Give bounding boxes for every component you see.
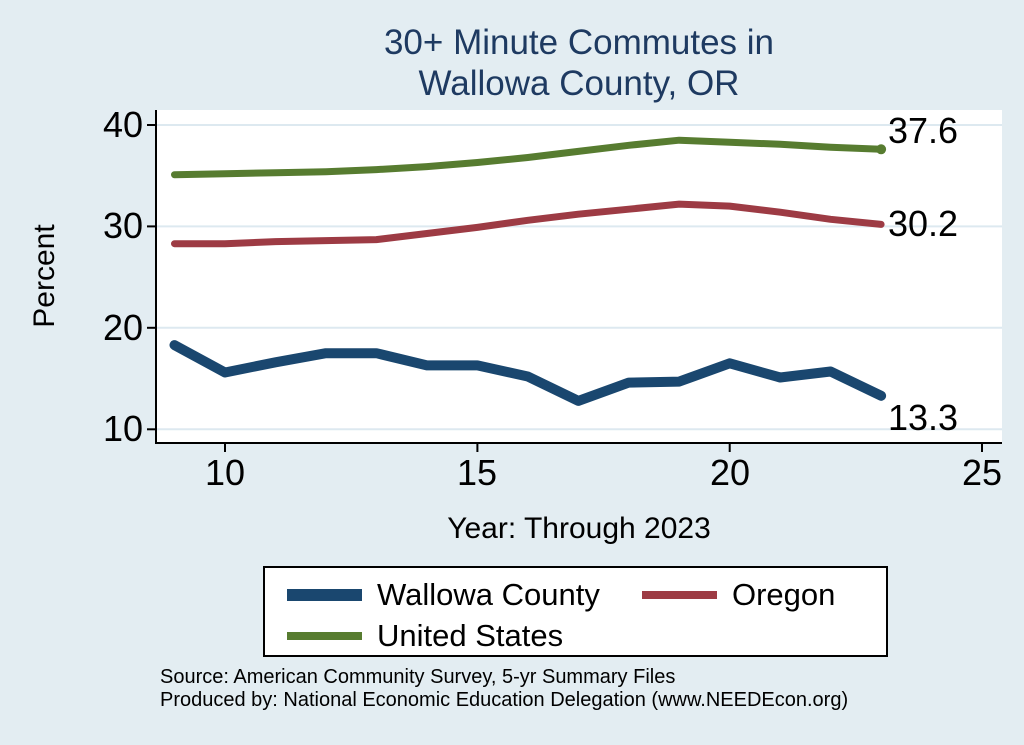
chart-title: 30+ Minute Commutes in Wallowa County, O…: [156, 22, 1002, 104]
legend-entry-oregon: Oregon: [642, 576, 835, 614]
united-states-line: [171, 136, 885, 179]
y-tick-label-40: 40: [102, 104, 143, 145]
x-tick-label-15: 15: [456, 452, 498, 493]
wallowa-county-swatch: [287, 589, 362, 601]
legend-label-oregon: Oregon: [732, 577, 836, 612]
x-tick-label-20: 20: [709, 452, 751, 493]
legend-label-wallowa-county: Wallowa County: [377, 577, 600, 612]
legend: Wallowa County Oregon United States: [263, 566, 888, 657]
y-tick-label-20: 20: [102, 307, 143, 348]
united-states-end-marker: [876, 144, 887, 155]
footer-notes: Source: American Community Survey, 5-yr …: [160, 666, 848, 712]
legend-label-united-states: United States: [377, 618, 564, 653]
oregon-line: [171, 200, 885, 248]
produced-by-note: Produced by: National Economic Education…: [160, 689, 849, 711]
y-tick-label-10: 10: [102, 408, 143, 449]
x-axis-title: Year: Through 2023: [447, 512, 711, 545]
legend-entry-united-states: United States: [287, 617, 563, 655]
united-states-swatch: [287, 632, 362, 640]
wallowa-county-end-value: 13.3: [888, 397, 959, 438]
source-note: Source: American Community Survey, 5-yr …: [160, 666, 676, 688]
legend-entry-wallowa-county: Wallowa County: [287, 576, 600, 614]
united-states-end-value: 37.6: [888, 110, 959, 151]
x-tick-label-10: 10: [204, 452, 246, 493]
y-tick-label-30: 30: [102, 205, 143, 246]
x-tick-label-25: 25: [961, 452, 1003, 493]
chart-title-line1: 30+ Minute Commutes in: [383, 23, 775, 62]
oregon-end-value: 30.2: [888, 203, 959, 244]
chart-title-line2: Wallowa County, OR: [418, 64, 740, 103]
oregon-swatch: [642, 591, 717, 599]
wallowa-county-line: [169, 340, 887, 406]
